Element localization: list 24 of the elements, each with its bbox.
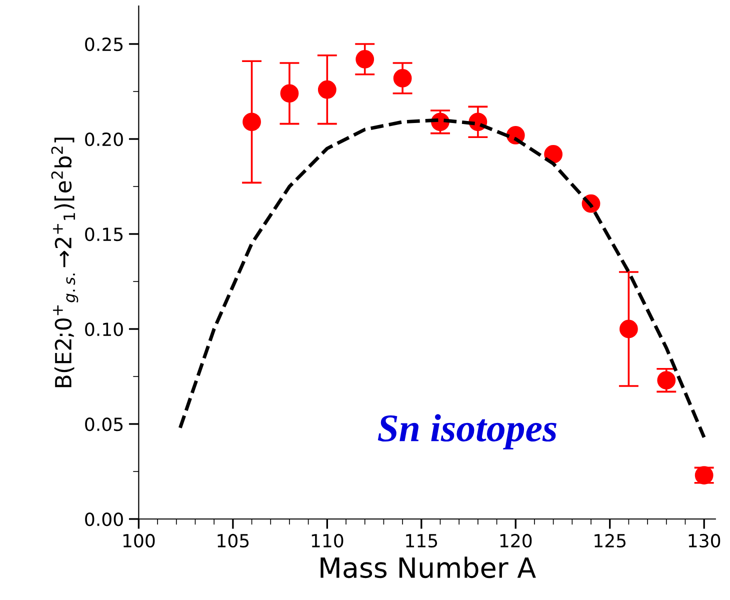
annotation: Sn isotopes [378, 414, 556, 450]
x-tick-label: 110 [312, 534, 344, 548]
x-tick-label: 100 [123, 534, 155, 548]
x-tick-label: 125 [594, 534, 626, 548]
point [657, 371, 676, 390]
point [356, 50, 374, 68]
y-tick-label: 0.20 [85, 132, 123, 146]
y-tick-label: 0.00 [85, 512, 123, 526]
y-tick-label: 0.15 [85, 227, 123, 242]
text: B(E2;0$^{+}$$_{g.s.}$→2$^{+}$$_{1}$)[e$^{2}$b$^{2}$] [51, 138, 78, 388]
x-tick-label: 130 [688, 534, 720, 548]
x-tick-label: 115 [406, 534, 438, 548]
x-tick-label: 105 [218, 534, 249, 548]
point [393, 69, 412, 88]
point [242, 112, 261, 132]
y-tick-label: 0.25 [85, 37, 123, 52]
point [280, 84, 299, 103]
x-tick-label: 120 [500, 534, 532, 548]
y-tick-label: 0.10 [85, 322, 123, 336]
x-axis-title: Mass Number A [320, 556, 536, 578]
y-tick-label: 0.05 [85, 417, 123, 432]
point [318, 80, 336, 99]
point [620, 320, 638, 338]
point [544, 145, 563, 164]
